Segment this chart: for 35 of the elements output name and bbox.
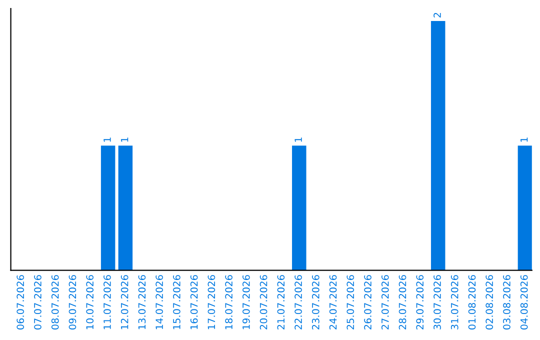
x-tick-label: 24.07.2026 <box>329 275 337 330</box>
data-label: 2 <box>434 12 441 18</box>
x-tick-label: 26.07.2026 <box>364 275 372 330</box>
x-tick-label: 02.08.2026 <box>486 275 494 330</box>
x-tick-label: 30.07.2026 <box>434 275 441 330</box>
x-tick-label: 06.07.2026 <box>16 275 24 330</box>
x-tick-label: 04.08.2026 <box>520 275 528 330</box>
x-tick-label: 22.07.2026 <box>294 275 302 330</box>
x-tick-label: 20.07.2026 <box>260 275 268 330</box>
x-tick-label: 13.07.2026 <box>138 275 146 330</box>
x-tick-label: 07.07.2026 <box>34 275 42 330</box>
data-label: 1 <box>294 138 302 142</box>
x-tick-label: 01.08.2026 <box>468 275 476 330</box>
x-tick-label: 09.07.2026 <box>68 275 76 330</box>
x-tick-label: 23.07.2026 <box>312 275 320 330</box>
x-tick-label: 03.08.2026 <box>503 275 510 330</box>
x-tick-label: 12.07.2026 <box>120 275 128 330</box>
data-label: 1 <box>104 138 111 142</box>
data-label: 1 <box>520 138 528 142</box>
x-tick-label: 15.07.2026 <box>173 275 180 330</box>
x-tick-label: 17.07.2026 <box>208 275 216 330</box>
x-tick-label: 19.07.2026 <box>242 275 250 330</box>
x-tick-label: 27.07.2026 <box>381 275 389 330</box>
x-tick-label: 11.07.2026 <box>104 275 111 330</box>
x-tick-label: 10.07.2026 <box>86 275 94 330</box>
data-label: 1 <box>121 138 128 142</box>
x-tick-label: 18.07.2026 <box>225 275 232 330</box>
x-tick-label: 08.07.2026 <box>51 275 59 330</box>
x-tick-label: 14.07.2026 <box>156 275 164 330</box>
x-tick-label: 31.07.2026 <box>450 275 458 330</box>
x-tick-label: 25.07.2026 <box>346 275 354 330</box>
x-tick-label: 21.07.2026 <box>277 275 285 330</box>
x-tick-label: 16.07.2026 <box>190 275 198 330</box>
x-tick-label: 29.07.2026 <box>416 275 424 330</box>
x-tick-label: 28.07.2026 <box>398 275 406 330</box>
